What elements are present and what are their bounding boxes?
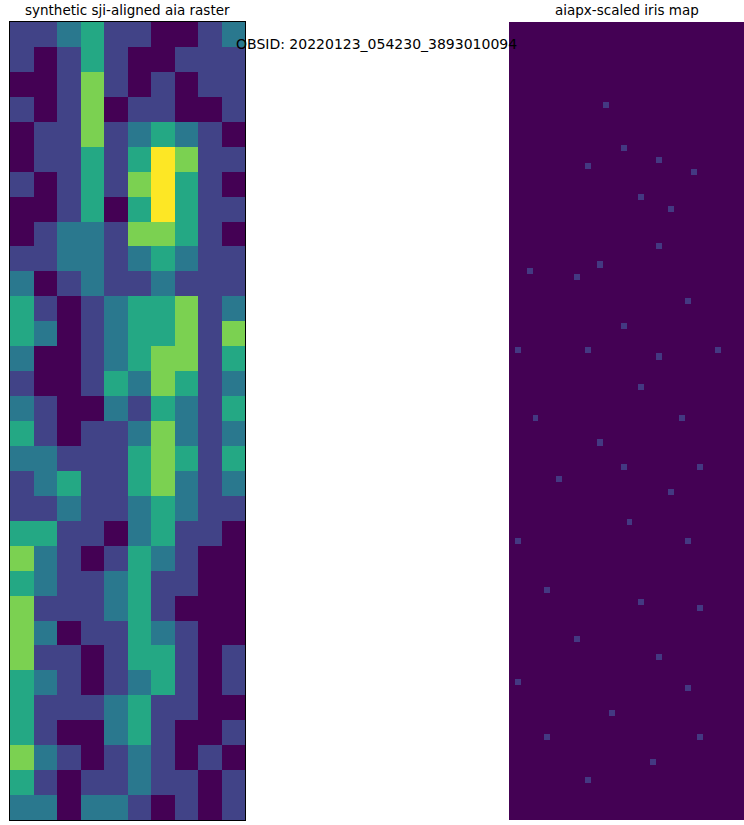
svg-text:aiapx-scaled iris map: aiapx-scaled iris map <box>555 2 699 18</box>
svg-text:OBSID: 20220123_054230_3893010: OBSID: 20220123_054230_3893010094 <box>236 36 517 52</box>
svg-text:synthetic sji-aligned aia rast: synthetic sji-aligned aia raster <box>25 2 230 18</box>
